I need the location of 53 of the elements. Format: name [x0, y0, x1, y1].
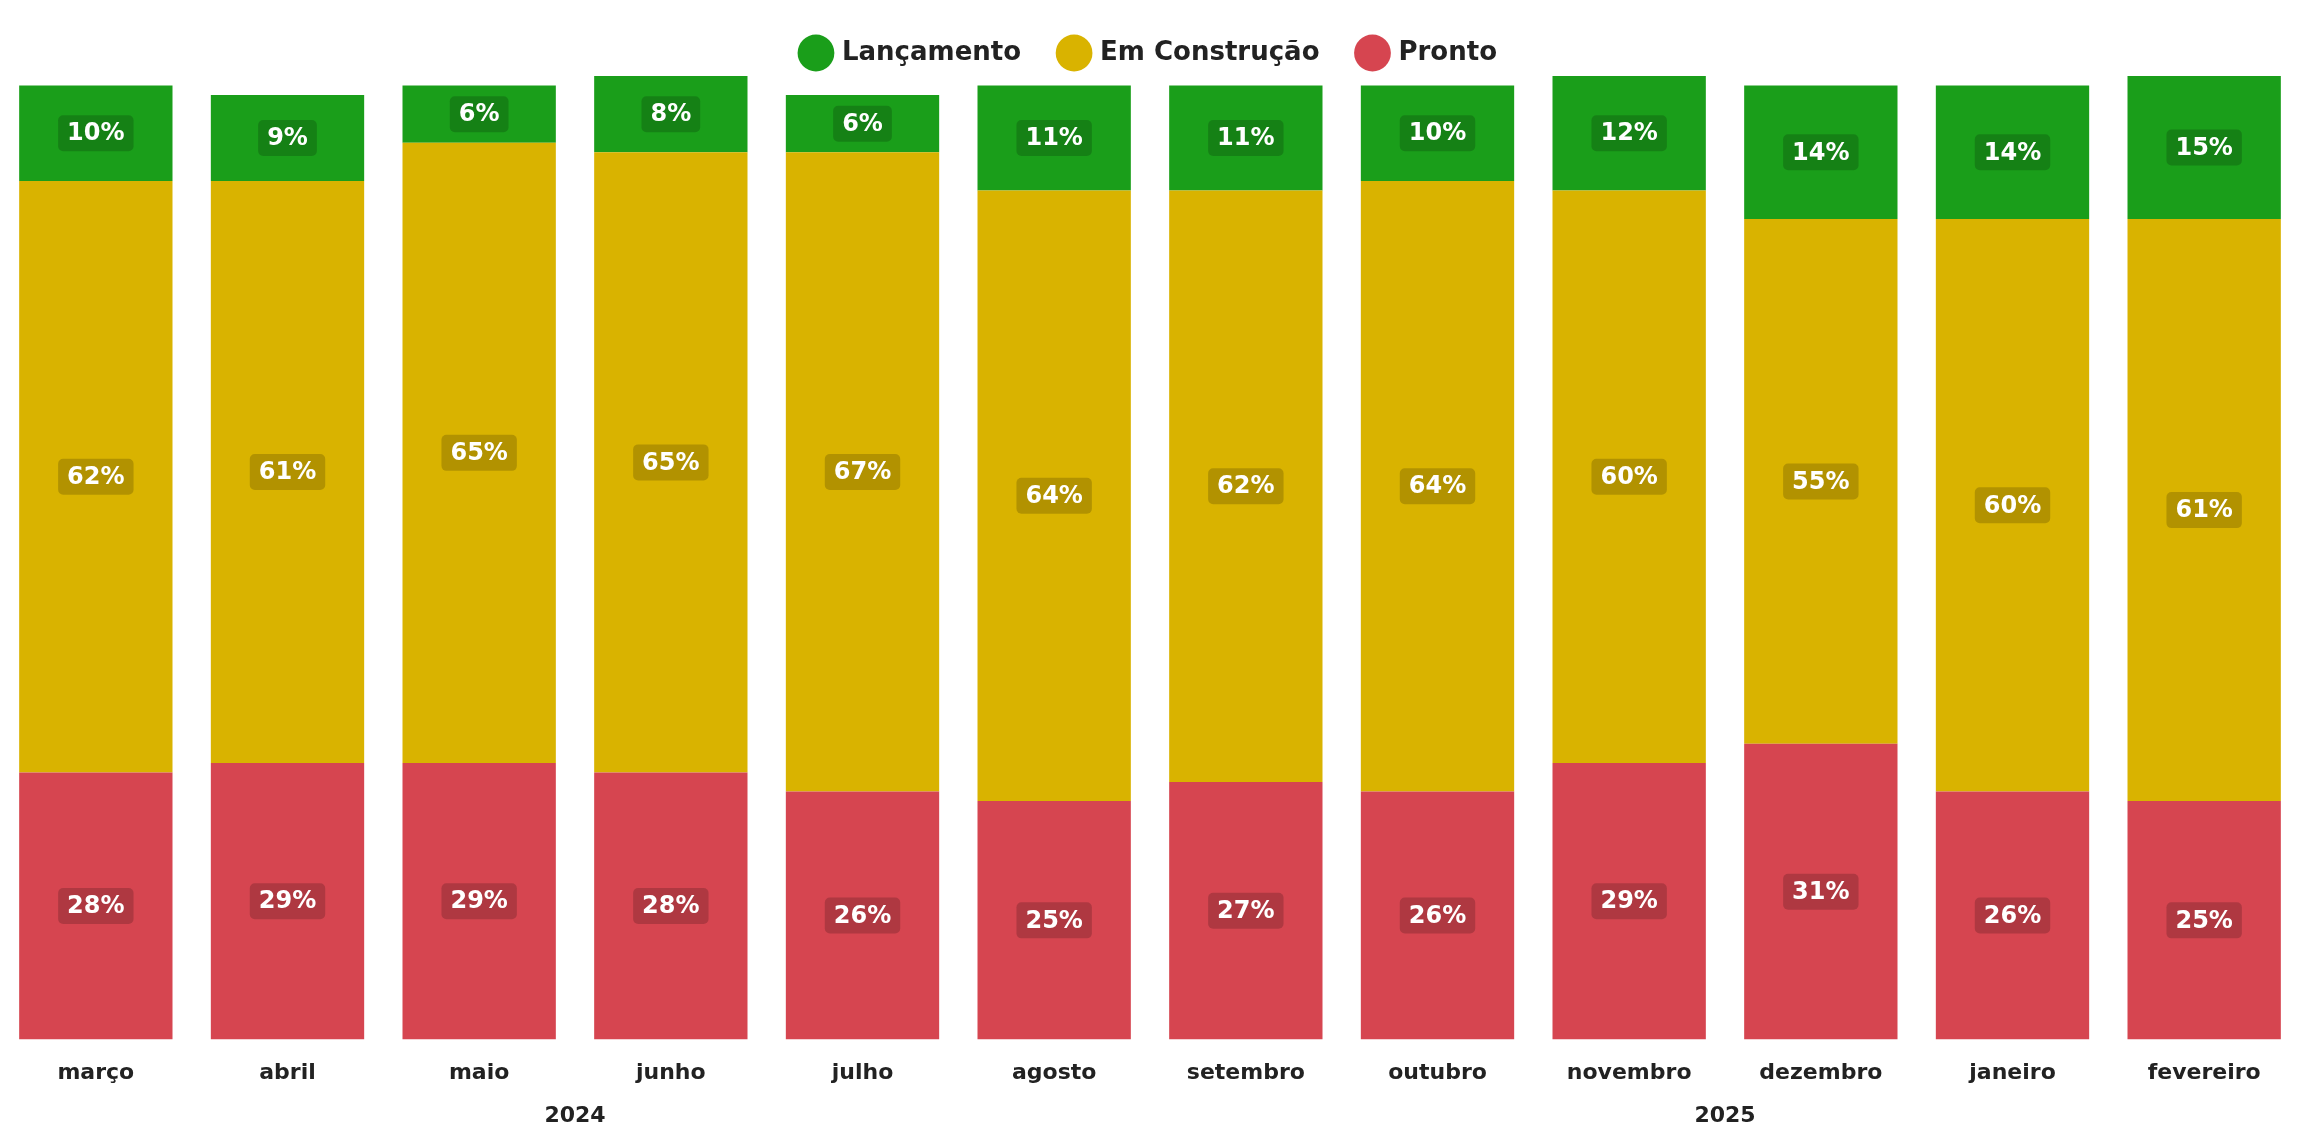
x-tick-label: dezembro	[1759, 1058, 1883, 1084]
data-label: 11%	[1217, 123, 1275, 152]
x-tick-label: maio	[448, 1058, 510, 1084]
data-label: 31%	[1792, 876, 1850, 905]
data-label: 6%	[458, 99, 500, 128]
x-tick-label: junho	[635, 1058, 706, 1084]
data-label: 9%	[267, 123, 308, 152]
data-label: 65%	[642, 447, 700, 476]
data-label: 6%	[842, 108, 883, 137]
x-tick-label: novembro	[1566, 1058, 1692, 1084]
data-label: 65%	[450, 438, 508, 467]
data-label: 14%	[1983, 137, 2042, 166]
data-label: 28%	[67, 891, 125, 920]
x-tick-label: abril	[259, 1058, 316, 1084]
data-label: 8%	[650, 99, 692, 128]
data-label: 62%	[1217, 471, 1275, 500]
data-label: 28%	[642, 891, 700, 920]
data-label: 64%	[1408, 471, 1467, 500]
data-label: 62%	[67, 461, 125, 490]
x-tick-label: setembro	[1186, 1058, 1305, 1084]
data-label: 61%	[258, 457, 317, 486]
data-label: 67%	[833, 457, 892, 486]
x-tick-label: julho	[830, 1058, 894, 1084]
data-label: 25%	[2175, 905, 2233, 934]
legend-label: Lançamento	[841, 35, 1022, 66]
text: 2024	[544, 1101, 606, 1127]
data-label: 11%	[1025, 123, 1083, 152]
data-label: 12%	[1600, 118, 1658, 147]
data-label: 15%	[2175, 132, 2233, 161]
x-tick-label: agosto	[1011, 1058, 1097, 1084]
data-label: 60%	[1600, 461, 1658, 490]
data-label: 64%	[1025, 481, 1083, 510]
data-label: 29%	[258, 886, 317, 915]
data-label: 55%	[1792, 466, 1850, 495]
data-label: 26%	[833, 900, 892, 929]
x-tick-label: fevereiro	[2147, 1058, 2261, 1084]
legend-label: Em Construção	[1100, 35, 1320, 66]
data-label: 25%	[1025, 905, 1083, 934]
x-tick-label: março	[57, 1058, 135, 1084]
data-label: 10%	[1408, 118, 1467, 147]
data-label: 27%	[1217, 896, 1275, 925]
data-label: 26%	[1983, 900, 2042, 929]
x-tick-label: outubro	[1388, 1058, 1487, 1084]
legend-label: Pronto	[1398, 35, 1498, 66]
data-label: 60%	[1983, 490, 2042, 519]
data-label: 10%	[67, 118, 125, 147]
data-label: 29%	[450, 886, 508, 915]
data-label: 26%	[1408, 900, 1467, 929]
data-label: 29%	[1600, 886, 1658, 915]
data-label: 14%	[1792, 137, 1850, 166]
x-tick-label: janeiro	[1968, 1058, 2056, 1084]
text: 2025	[1694, 1101, 1756, 1127]
data-label: 61%	[2175, 495, 2233, 524]
